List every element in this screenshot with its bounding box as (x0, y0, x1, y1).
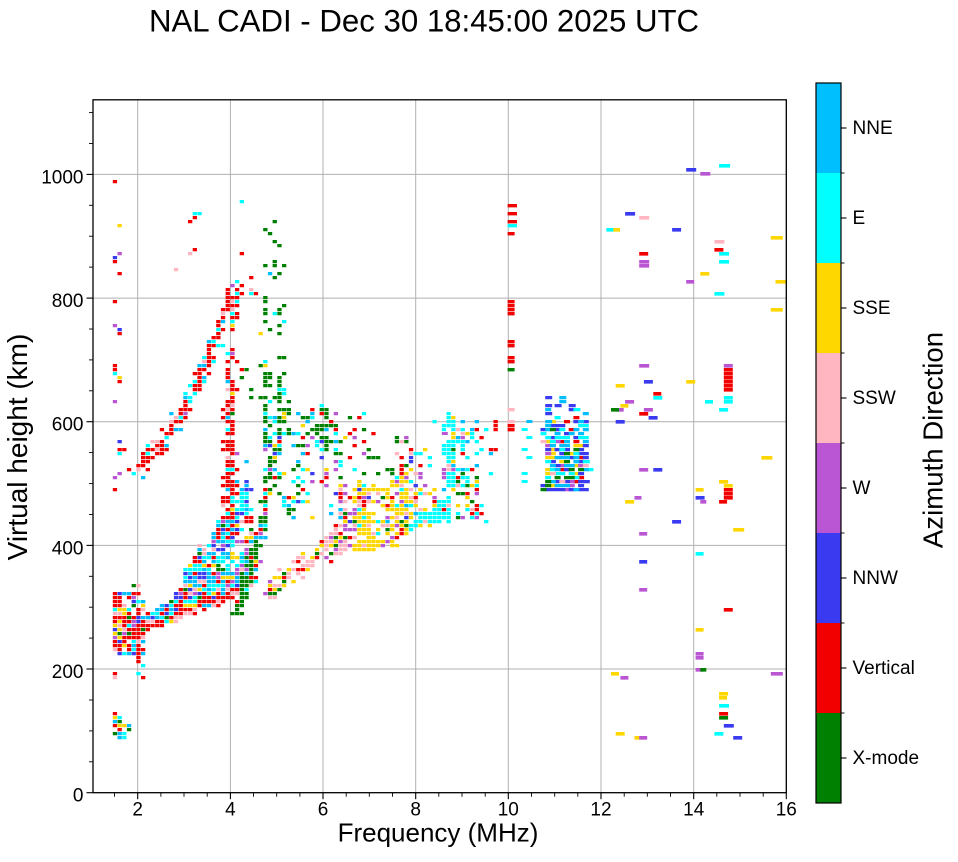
svg-text:Vertical: Vertical (853, 658, 915, 679)
svg-text:E: E (853, 208, 866, 229)
svg-text:2: 2 (132, 800, 143, 821)
svg-text:Azimuth Direction: Azimuth Direction (918, 332, 949, 548)
svg-text:10: 10 (498, 800, 519, 821)
svg-text:NAL CADI - Dec 30 18:45:00 202: NAL CADI - Dec 30 18:45:00 2025 UTC (149, 4, 699, 39)
svg-text:SSW: SSW (853, 388, 896, 409)
svg-text:600: 600 (52, 415, 84, 436)
svg-text:16: 16 (776, 800, 797, 821)
svg-text:4: 4 (225, 800, 236, 821)
svg-text:Virtual height (km): Virtual height (km) (2, 334, 33, 561)
svg-text:1000: 1000 (41, 167, 83, 188)
svg-text:12: 12 (590, 800, 611, 821)
svg-text:Frequency (MHz): Frequency (MHz) (338, 818, 539, 848)
svg-text:14: 14 (683, 800, 705, 821)
svg-text:W: W (853, 478, 871, 499)
svg-text:8: 8 (410, 800, 421, 821)
svg-text:X-mode: X-mode (853, 748, 920, 769)
svg-text:0: 0 (73, 786, 84, 807)
svg-text:6: 6 (318, 800, 329, 821)
svg-text:NNE: NNE (853, 118, 893, 139)
svg-text:800: 800 (52, 291, 84, 312)
svg-text:400: 400 (52, 538, 84, 559)
svg-text:SSE: SSE (853, 298, 891, 319)
svg-text:NNW: NNW (853, 568, 898, 589)
svg-text:200: 200 (52, 662, 84, 683)
